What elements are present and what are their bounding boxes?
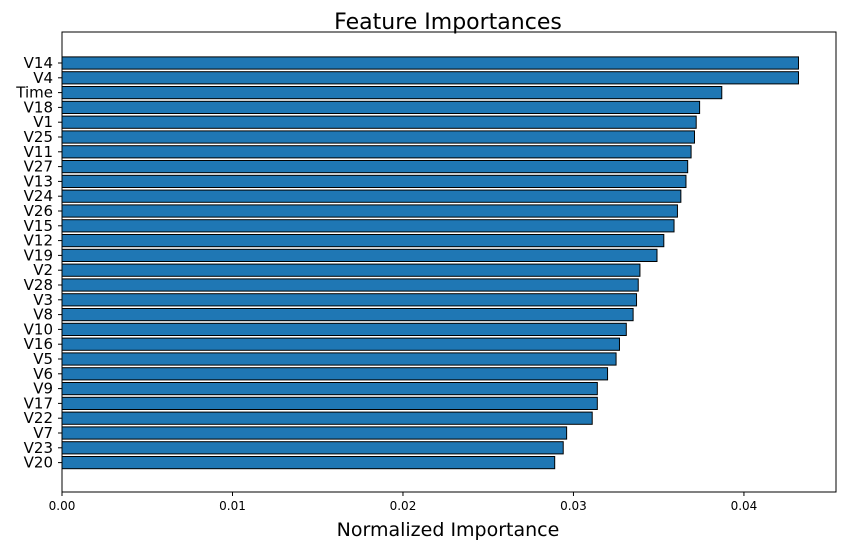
y-tick-label: V13 xyxy=(24,172,53,190)
bar-v9 xyxy=(61,382,598,396)
y-tick-label: V11 xyxy=(24,143,53,161)
y-tick-labels: V14V4TimeV18V1V25V11V27V13V24V26V15V12V1… xyxy=(15,54,62,472)
bar-v17 xyxy=(61,396,598,410)
y-tick-label: V6 xyxy=(33,365,53,383)
y-tick-label: V3 xyxy=(33,291,53,309)
bar-v24 xyxy=(61,189,682,203)
y-tick-label: V8 xyxy=(33,306,53,324)
y-tick-label: V7 xyxy=(33,424,53,442)
bar-v1 xyxy=(61,115,697,129)
y-tick-label: V19 xyxy=(24,246,53,264)
y-tick-label: V16 xyxy=(24,335,53,353)
bar-v8 xyxy=(61,308,634,322)
bar-v12 xyxy=(61,234,665,248)
bar-v26 xyxy=(61,204,678,218)
y-tick-label: V20 xyxy=(24,454,53,472)
y-tick-label: V5 xyxy=(33,350,53,368)
bar-v22 xyxy=(61,411,593,425)
bar-v27 xyxy=(61,160,689,174)
bar-v11 xyxy=(61,145,692,159)
y-tick-label: V15 xyxy=(24,217,53,235)
x-axis-ticks: 0.00 0.01 0.02 0.03 0.04 xyxy=(49,492,758,513)
y-tick-label: V14 xyxy=(24,54,53,72)
y-tick-label: V17 xyxy=(24,394,53,412)
x-tick-label: 0.01 xyxy=(219,499,246,513)
plot-frame xyxy=(61,31,837,493)
y-tick-label: V23 xyxy=(24,439,53,457)
y-tick-label: V27 xyxy=(24,158,53,176)
bar-v7 xyxy=(61,426,568,440)
x-tick-label: 0.03 xyxy=(560,499,587,513)
bar-v28 xyxy=(61,278,639,292)
y-tick-label: V4 xyxy=(33,69,53,87)
bar-v3 xyxy=(61,293,638,307)
y-tick-label: V22 xyxy=(24,409,53,427)
y-tick-label: V25 xyxy=(24,128,53,146)
x-tick-label: 0.00 xyxy=(49,499,76,513)
bar-v19 xyxy=(61,248,658,263)
bar-v10 xyxy=(61,322,627,336)
bar-v23 xyxy=(61,441,564,455)
y-tick-label: V24 xyxy=(24,187,53,205)
bar-v20 xyxy=(61,456,556,470)
bar-v4 xyxy=(61,71,799,85)
y-tick-label: V10 xyxy=(24,320,53,338)
y-tick-label: V26 xyxy=(24,202,53,220)
bar-v18 xyxy=(61,100,701,115)
y-tick-label: V28 xyxy=(24,276,53,294)
bar-v13 xyxy=(61,174,687,189)
x-tick-label: 0.02 xyxy=(390,499,417,513)
y-tick-label: V12 xyxy=(24,232,53,250)
bar-v5 xyxy=(61,352,617,366)
bars-layer xyxy=(61,56,799,470)
bar-v15 xyxy=(61,219,675,233)
bar-time xyxy=(61,86,723,100)
x-axis-label: Normalized Importance xyxy=(337,519,560,541)
bar-v6 xyxy=(61,367,609,381)
y-tick-label: V9 xyxy=(33,380,53,398)
bar-v14 xyxy=(61,56,799,70)
chart-title: Feature Importances xyxy=(334,10,562,35)
bar-v25 xyxy=(61,130,695,144)
y-tick-label: V18 xyxy=(24,98,53,116)
bar-v2 xyxy=(61,263,641,277)
y-tick-label: V1 xyxy=(33,113,53,131)
y-tick-label: V2 xyxy=(33,261,53,279)
bar-v16 xyxy=(61,337,620,351)
y-tick-label: Time xyxy=(15,84,53,102)
x-tick-label: 0.04 xyxy=(731,499,758,513)
